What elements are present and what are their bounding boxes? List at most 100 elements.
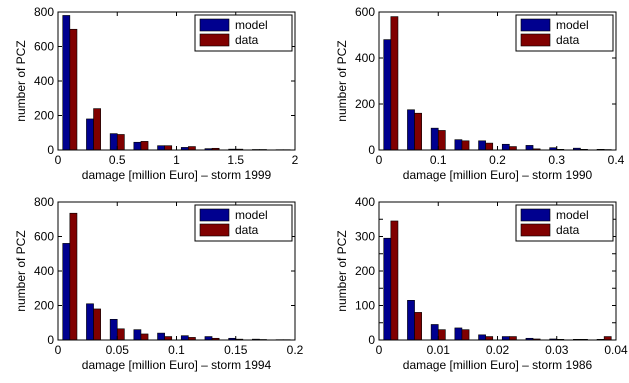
bar-model-4 (133, 141, 142, 151)
bar-model-7 (204, 336, 213, 341)
bar-data-5 (485, 142, 494, 151)
bar-data-4 (140, 141, 149, 151)
x-tick-label: 0.01 (427, 343, 451, 357)
y-tick-label: 800 (34, 5, 54, 19)
x-tick-label: 1 (173, 153, 180, 167)
x-tick-label: 0.15 (224, 343, 248, 357)
y-axis-label: number of PCZ (14, 40, 28, 121)
bar-model-2 (407, 109, 415, 151)
y-tick-label: 600 (355, 5, 375, 19)
x-tick-label: 0 (55, 153, 62, 167)
bar-model-2 (86, 303, 94, 341)
x-tick-label: 0 (376, 343, 383, 357)
y-tick-label: 400 (34, 264, 54, 278)
bar-model-3 (430, 324, 439, 341)
bar-data-2 (93, 108, 101, 151)
y-axis-label: number of PCZ (14, 230, 28, 311)
bar-data-1 (390, 16, 399, 151)
bar-data-3 (116, 134, 125, 151)
x-axis-label: damage [million Euro] – storm 1999 (82, 168, 272, 182)
x-tick-label: 0.03 (545, 343, 569, 357)
bar-data-5 (485, 336, 494, 341)
bar-model-5 (478, 140, 486, 151)
legend-swatch-data (520, 223, 551, 237)
y-tick-label: 400 (355, 195, 375, 209)
legend-swatch-data (199, 33, 230, 47)
legend-swatch-model (199, 18, 230, 32)
bar-model-7 (525, 145, 534, 151)
x-tick-label: 0.2 (489, 153, 506, 167)
y-tick-label: 200 (355, 97, 375, 111)
legend-swatch-data (520, 33, 551, 47)
bar-data-4 (461, 329, 470, 341)
x-tick-label: 0 (376, 153, 383, 167)
x-tick-label: 0.02 (486, 343, 510, 357)
x-tick-label: 0 (55, 343, 62, 357)
legend-swatch-data (199, 223, 230, 237)
x-tick-label: 0.1 (168, 343, 185, 357)
y-tick-label: 800 (34, 195, 54, 209)
legend-label-model: model (235, 18, 268, 32)
y-tick-label: 200 (34, 109, 54, 123)
bar-data-2 (414, 312, 422, 341)
chart-panel-2: 0 0.1 0.2 0.3 0.4 0 200 400 600 damage [million E… (335, 5, 625, 182)
bar-model-4 (133, 329, 142, 341)
legend-label-data: data (556, 223, 580, 237)
bar-data-2 (414, 112, 422, 151)
legend-swatch-model (199, 208, 230, 222)
x-axis-label: damage [million Euro] – storm 1994 (82, 358, 272, 372)
y-tick-label: 300 (355, 230, 375, 244)
bar-data-6 (188, 146, 196, 151)
bar-model-6 (501, 336, 510, 341)
bar-data-10 (603, 336, 612, 341)
y-tick-label: 100 (355, 299, 375, 313)
bar-data-1 (69, 28, 78, 151)
x-tick-label: 0.1 (430, 153, 447, 167)
bar-data-3 (437, 130, 446, 151)
bar-model-1 (62, 15, 71, 151)
y-tick-label: 600 (34, 40, 54, 54)
x-tick-label: 2 (292, 153, 299, 167)
bar-data-2 (93, 308, 101, 341)
legend-label-model: model (556, 18, 589, 32)
legend-label-data: data (235, 33, 259, 47)
bar-model-2 (86, 118, 94, 151)
legend-swatch-model (520, 208, 551, 222)
chart-panel-4: 0 0.01 0.02 0.03 0.04 0 100 200 300 400 damage [mi… (335, 195, 628, 372)
bar-data-5 (164, 336, 173, 341)
bar-model-1 (62, 243, 71, 341)
bar-model-5 (478, 334, 486, 341)
bar-data-3 (116, 328, 125, 341)
y-tick-label: 200 (34, 299, 54, 313)
chart-panel-1: 0 0.5 1 1.5 2 0 200 400 600 800 damage [million Eu… (14, 5, 299, 182)
y-tick-label: 200 (355, 264, 375, 278)
x-tick-label: 1.5 (227, 153, 244, 167)
bar-model-5 (157, 332, 165, 341)
bar-model-1 (383, 237, 392, 341)
bar-data-1 (390, 220, 399, 341)
bar-model-4 (454, 139, 463, 151)
y-tick-label: 400 (355, 51, 375, 65)
bar-model-3 (109, 133, 118, 151)
legend-label-model: model (556, 208, 589, 222)
bar-data-1 (69, 212, 78, 341)
bar-model-6 (501, 143, 510, 151)
x-tick-label: 0.2 (287, 343, 304, 357)
bar-data-5 (164, 145, 173, 151)
y-tick-label: 600 (34, 230, 54, 244)
bar-data-4 (461, 140, 470, 151)
bar-data-6 (509, 146, 517, 151)
y-tick-label: 400 (34, 74, 54, 88)
y-tick-label: 0 (368, 143, 375, 157)
x-tick-label: 0.05 (106, 343, 130, 357)
x-tick-label: 0.04 (604, 343, 628, 357)
y-tick-label: 0 (368, 333, 375, 347)
y-axis-label: number of PCZ (335, 230, 349, 311)
legend-label-data: data (235, 223, 259, 237)
bar-model-6 (180, 335, 189, 341)
legend-label-model: model (235, 208, 268, 222)
bar-model-4 (454, 327, 463, 341)
bar-data-3 (437, 329, 446, 341)
bar-model-5 (157, 145, 165, 151)
